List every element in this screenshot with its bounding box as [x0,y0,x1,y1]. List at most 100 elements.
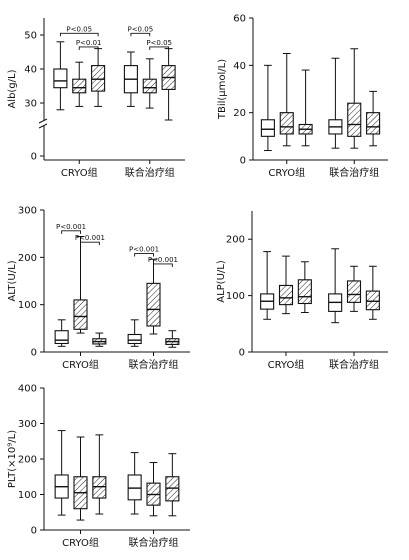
y-tick-label: 0 [240,156,246,167]
box-body [297,279,312,305]
y-tick-label: 20 [233,108,246,119]
chart-panel-1: 0 30 40 50 Alb(g/L) CRYO组 联合治疗组 P<0.05 P<0.01 P<0… [7,18,185,179]
box-body [53,68,68,89]
bracket-line [61,230,81,234]
y-tick-label: 0 [31,348,37,359]
box-body [260,119,275,137]
box-3 [297,261,312,314]
y-tick-label: 30 [24,99,37,110]
box-4 [328,57,343,149]
box-1 [54,430,69,516]
bracket-line [134,253,154,257]
box-body [346,280,362,303]
x-category-label: CRYO组 [61,166,98,179]
p-value-label: P<0.05 [127,25,153,33]
box-body [146,282,161,327]
chart-panel-4: 0 100 200 ALP(U/L) CRYO组 联合治疗组 [216,211,388,371]
p-value-label: P<0.001 [148,256,178,264]
x-category-label: 联合治疗组 [125,166,175,179]
y-tick-label: 60 [233,14,246,25]
bracket-line [149,46,170,50]
y-axis-title: ALP(U/L) [216,260,227,303]
box-3 [91,48,106,107]
box-body [165,476,180,502]
chart-panel-3: 0 100 200 300 ALT(U/L) CRYO组 联合治疗组 P<0.001 P<0.0… [7,206,190,371]
significance-bracket: P<0.001 [148,256,178,267]
box-2 [278,255,294,315]
box-1 [260,64,275,152]
x-category-label: CRYO组 [268,166,305,179]
box-5 [142,58,157,109]
box-3 [92,332,107,347]
box-body [279,112,294,135]
box-2 [73,436,88,521]
y-tick-label: 300 [18,419,37,430]
box-4 [127,319,142,347]
box-6 [366,90,381,147]
box-2 [73,236,88,334]
y-tick-label: 100 [18,300,37,311]
y-tick-label: 200 [18,253,37,264]
box-body [278,284,294,306]
box-body [366,112,381,135]
bracket-line [153,263,173,267]
y-axis-title: ALT(U/L) [7,260,18,301]
x-category-label: 联合治疗组 [329,166,379,179]
box-1 [260,251,275,320]
y-tick-label: 40 [24,65,37,76]
significance-bracket: P<0.05 [127,25,153,37]
box-2 [72,61,87,107]
y-axis-title: TBil(μmol/L) [217,59,228,120]
significance-bracket: P<0.05 [146,39,172,50]
bracket-line [130,32,151,37]
y-tick-label: 300 [18,206,37,217]
box-1 [54,319,69,347]
x-category-label: CRYO组 [62,536,99,549]
bracket-line [78,46,99,50]
box-body [92,476,107,499]
box-body [127,474,142,501]
x-category-label: CRYO组 [62,358,99,371]
box-3 [92,434,107,515]
box-6 [165,453,180,517]
x-category-label: CRYO组 [268,358,305,371]
significance-bracket: P<0.001 [129,246,159,257]
box-1 [53,41,68,111]
bracket-line [80,241,100,246]
y-tick-label: 0 [31,526,37,537]
y-tick-label: 100 [18,490,37,501]
significance-bracket: P<0.001 [75,234,105,246]
chart-panel-5: 0 100 200 300 400 PLT(×10⁹/L) CRYO组 联合治疗组 [7,384,190,549]
box-body [142,78,157,94]
box-4 [127,452,142,515]
box-3 [298,69,313,147]
y-tick-label: 200 [18,455,37,466]
x-category-label: 联合治疗组 [129,358,179,371]
p-value-label: P<0.001 [56,223,86,231]
y-tick-label: 40 [233,61,246,72]
box-4 [328,248,343,324]
y-tick-label: 0 [31,152,37,163]
p-value-label: P<0.05 [66,25,92,33]
axis-break-mark [38,123,48,129]
box-body [347,102,362,137]
y-tick-label: 0 [239,348,245,359]
bracket-line [59,32,99,37]
box-5 [347,48,362,149]
axis-break-mark [38,118,48,124]
y-tick-label: 100 [226,291,245,302]
p-value-label: P<0.05 [146,39,172,47]
chart-panel-2: 0 20 40 60 TBil(μmol/L) CRYO组 联合治疗组 [217,14,388,179]
significance-bracket: P<0.01 [76,39,102,50]
box-4 [123,51,138,107]
box-body [73,299,88,330]
y-axis-title: PLT(×10⁹/L) [7,430,18,488]
box-2 [279,53,294,147]
significance-bracket: P<0.05 [59,25,99,37]
box-body [72,78,87,94]
y-tick-label: 200 [226,235,245,246]
box-5 [146,462,161,517]
box-5 [146,258,161,335]
y-axis-title: Alb(g/L) [7,69,18,108]
